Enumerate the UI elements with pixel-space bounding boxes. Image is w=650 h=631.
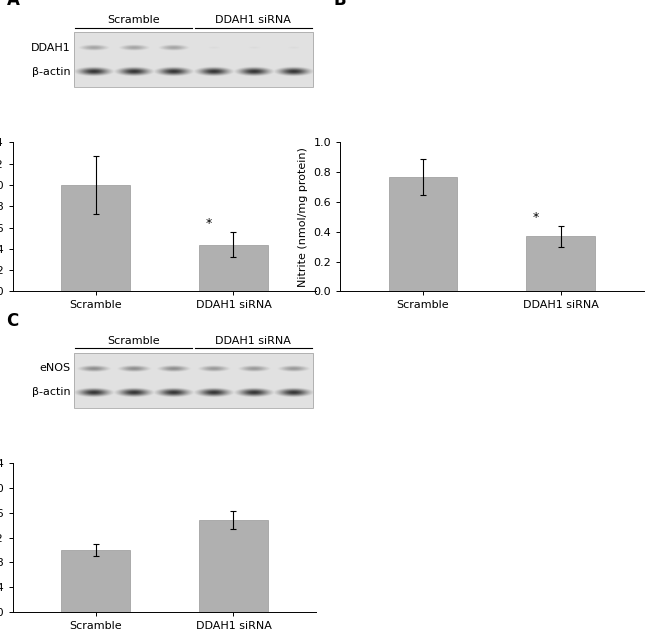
Text: Scramble: Scramble	[107, 15, 160, 25]
Y-axis label: Nitrite (nmol/mg protein): Nitrite (nmol/mg protein)	[298, 147, 308, 287]
Text: β-actin: β-actin	[32, 67, 71, 77]
Bar	[61, 550, 130, 612]
Bar	[73, 32, 313, 87]
Text: eNOS: eNOS	[40, 363, 71, 374]
Bar	[73, 353, 313, 408]
Text: *: *	[205, 217, 212, 230]
Bar	[199, 245, 268, 292]
Text: DDAH1 siRNA: DDAH1 siRNA	[215, 15, 291, 25]
Bar	[61, 185, 130, 292]
Text: A: A	[6, 0, 20, 9]
Text: DDAH1 siRNA: DDAH1 siRNA	[215, 336, 291, 346]
Bar	[389, 177, 458, 292]
Bar	[526, 236, 595, 292]
Text: DDAH1: DDAH1	[31, 43, 71, 52]
Text: *: *	[533, 211, 539, 225]
Text: β-actin: β-actin	[32, 387, 71, 398]
Text: Scramble: Scramble	[107, 336, 160, 346]
Bar	[199, 520, 268, 612]
Text: B: B	[334, 0, 346, 9]
Text: C: C	[6, 312, 19, 330]
